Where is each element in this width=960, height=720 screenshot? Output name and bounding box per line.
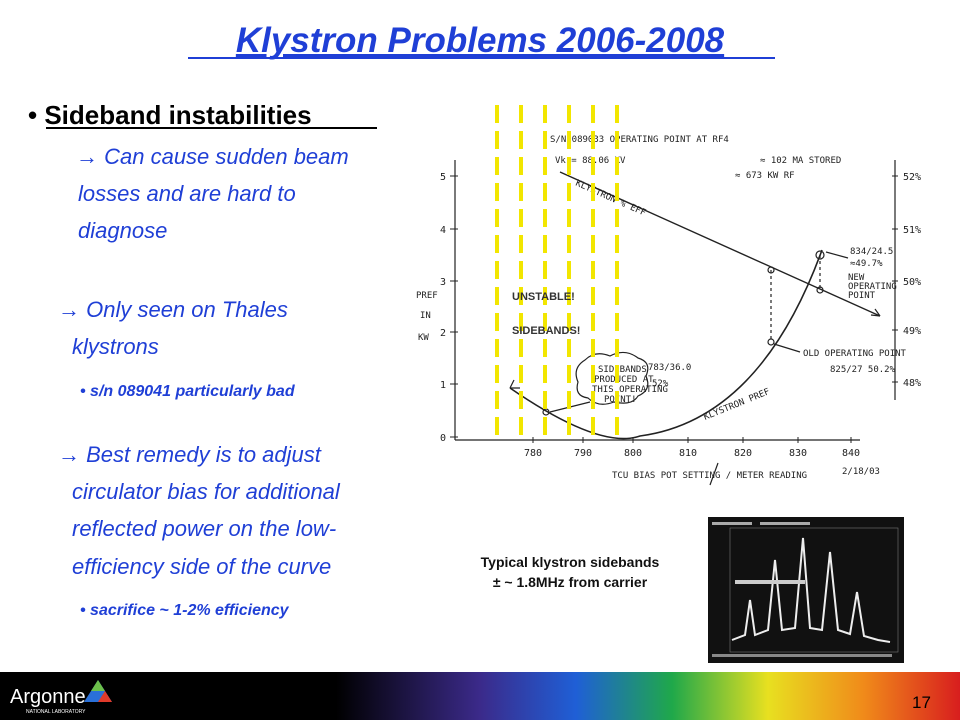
caption: ± ~ 1.8MHz from carrier [493,574,648,590]
figure-note: ≈ 673 KW RF [735,171,795,181]
x-tick-label: 840 [842,448,860,459]
hand-drawn-plot [450,160,898,486]
figure-note: ≈ 102 MA STORED [760,156,841,166]
spectrum-photo [708,517,904,663]
x-tick-label: 780 [524,448,542,459]
y-tick-label: 2 [440,328,446,339]
x-label: TCU BIAS POT SETTING / METER READING [612,471,807,481]
y-label: IN [420,311,431,321]
right-ticks: 48% 49% 50% 51% 52% [903,172,921,389]
bullet-line: → Best remedy is to adjust [58,442,322,467]
new-point-note: POINT [848,291,876,301]
y-label: KW [418,333,429,343]
bullet-line: losses and are hard to [78,181,296,206]
left-point-note: 783/36.0 [648,363,691,373]
old-point-note: 825/27 50.2% [830,365,896,375]
figure-note: Vk = 88.06 KV [555,156,626,166]
cloud-note: PRODUCED AT [594,375,654,385]
overlay-label: UNSTABLE! [512,291,575,303]
figure-date: 2/18/03 [842,467,880,477]
x-tick-label: 800 [624,448,642,459]
right-tick-label: 48% [903,378,921,389]
new-point-note: 834/24.5 [850,247,893,257]
cloud-note: THIS OPERATING [592,385,668,395]
efficiency-label: KLYSTRON % EFF [574,179,647,219]
y-label: PREF [416,291,438,301]
sub-bullet: • sacrifice ~ 1-2% efficiency [80,602,290,619]
right-tick-label: 49% [903,326,921,337]
y-tick-label: 4 [440,225,446,236]
new-point-note: NEW [848,273,865,283]
unstable-region [495,105,619,436]
right-tick-label: 52% [903,172,921,183]
y-tick-label: 1 [440,380,446,391]
y-tick-label: 5 [440,172,446,183]
bullet-line: circulator bias for additional [72,479,341,504]
cloud-note: SIDEBANDS [598,365,647,375]
figure-heading: S/N 089033 OPERATING POINT AT RF4 [550,135,729,145]
new-point-note: ≈49.7% [850,259,883,269]
x-ticks: 780 790 800 810 820 830 840 [524,448,860,459]
y-tick-label: 3 [440,277,446,288]
caption: Typical klystron sidebands [481,554,660,570]
bullet-line: → Can cause sudden beam [76,144,349,169]
sub-bullet: • s/n 089041 particularly bad [80,383,296,400]
slide-title: Klystron Problems 2006-2008 [236,21,725,60]
y-ticks: 0 1 2 3 4 5 [440,172,446,444]
x-tick-label: 810 [679,448,697,459]
left-point-note: 52% [652,379,669,389]
page-number: 17 [912,693,931,712]
bullet-line: klystrons [72,334,159,359]
bullet-heading: • Sideband instabilities [28,100,312,130]
bullet-line: diagnose [78,218,167,243]
x-tick-label: 790 [574,448,592,459]
logo-subtext: NATIONAL LABORATORY [26,709,86,715]
right-tick-label: 50% [903,277,921,288]
logo-text: Argonne [10,686,86,708]
new-point-note: OPERATING [848,282,897,292]
x-tick-label: 820 [734,448,752,459]
footer-bar [0,672,960,720]
power-label: KLYSTRON PREF [702,387,771,423]
x-tick-label: 830 [789,448,807,459]
old-point-note: OLD OPERATING POINT [803,349,907,359]
bullet-line: efficiency side of the curve [72,554,331,579]
bullet-line: → Only seen on Thales [58,297,288,322]
logo-icon [84,680,112,702]
right-tick-label: 51% [903,225,921,236]
bullet-line: reflected power on the low- [72,516,336,541]
overlay-label: SIDEBANDS! [512,325,580,337]
cloud-note: POINT! [604,395,637,405]
y-tick-label: 0 [440,433,446,444]
